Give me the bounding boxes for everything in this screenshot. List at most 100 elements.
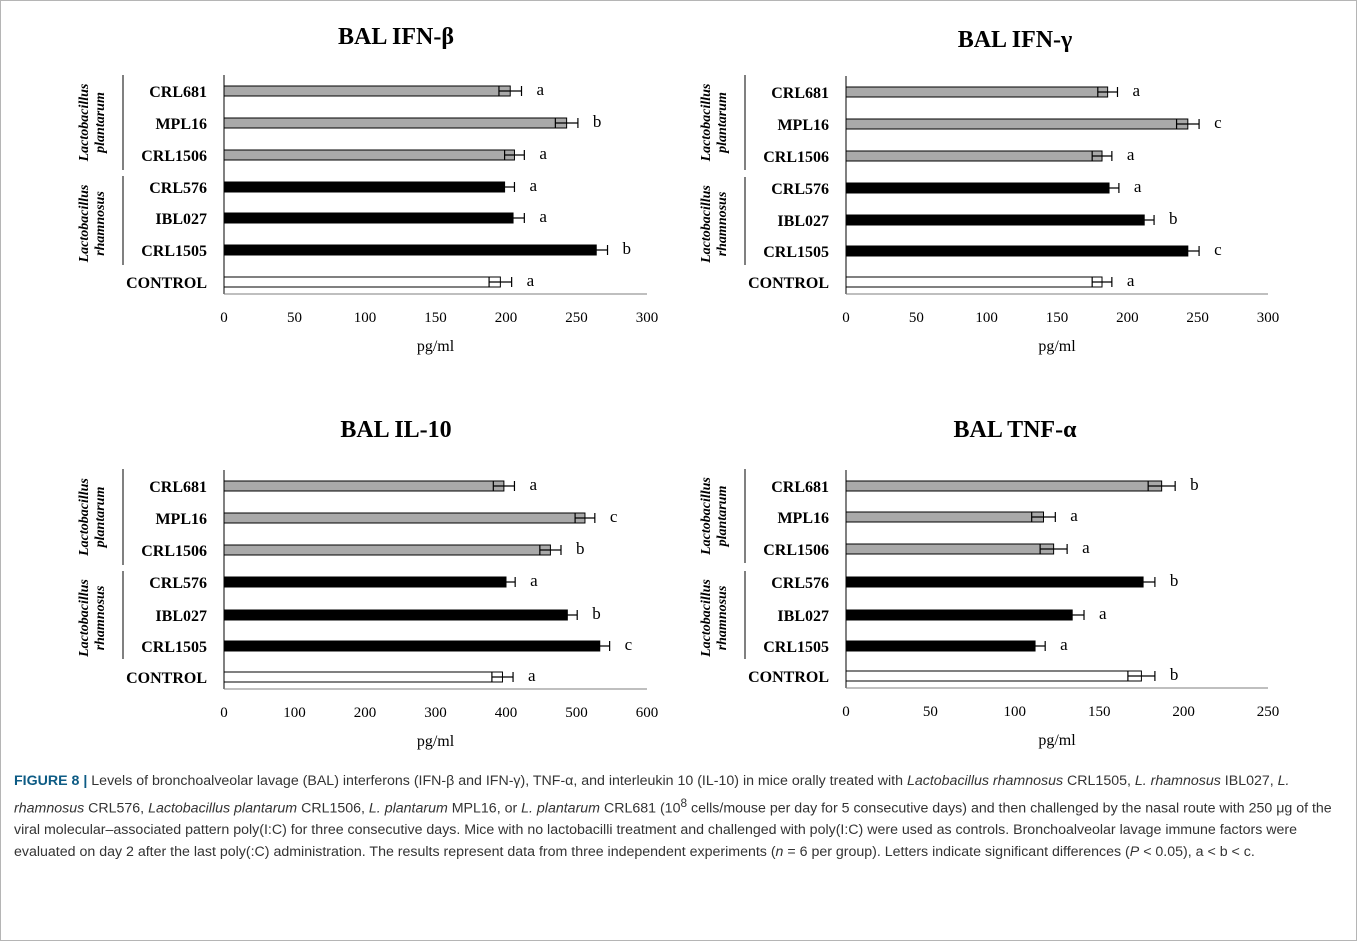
category-label: CONTROL [748,669,829,686]
category-label: CRL681 [771,479,829,496]
significance-letter: c [625,635,633,654]
significance-letter: a [539,207,547,226]
caption-italic: Lactobacillus rhamnosus [906,773,1064,789]
bar [223,117,568,129]
category-label: MPL16 [155,116,207,133]
significance-letter: a [530,571,538,590]
group-label-line: Lactobacillus [699,477,714,556]
significance-letter: a [528,666,536,685]
caption-text: CRL576, [84,800,149,817]
category-label: CRL1505 [141,243,207,260]
bar [845,86,1109,98]
x-tick-label: 100 [283,705,306,721]
x-tick-label: 50 [287,310,302,326]
group-label-rhamnosus: Lactobacillus rhamnosus [77,579,108,658]
caption-italic: L. rhamnosus [14,773,1290,817]
caption-italic: n [775,843,784,860]
bar [845,640,1036,652]
x-tick-label: 200 [1116,310,1139,326]
x-tick-label: 100 [975,310,998,326]
x-tick-label: 0 [220,705,228,721]
x-tick-label: 250 [1257,704,1280,720]
significance-letter: a [527,271,535,290]
bar [845,609,1073,621]
category-label: CRL1506 [141,543,207,560]
bar [223,85,511,97]
significance-letter: c [1214,240,1222,259]
group-label-line: rhamnosus [93,585,108,650]
caption-text: CRL1505, [1063,773,1135,789]
x-tick-label: 50 [923,704,938,720]
group-label-line: Lactobacillus [699,579,714,658]
category-label: CRL681 [149,84,207,101]
group-label-line: plantarum [93,92,108,154]
significance-letter: a [529,176,537,195]
significance-letter: a [1134,177,1142,196]
figure-charts: BAL IFN-β 0 50 100 150 200 250 300 pg/ml CRL681 a M… [77,24,1279,750]
bar [223,212,514,224]
group-label-line: Lactobacillus [699,83,714,162]
x-axis-label: pg/ml [417,338,455,355]
group-label-line: Lactobacillus [77,83,92,162]
group-label-rhamnosus: Lactobacillus rhamnosus [77,184,108,263]
significance-letter: a [1060,635,1068,654]
bar [845,182,1110,194]
bar [223,480,505,492]
x-tick-label: 400 [495,705,518,721]
x-tick-label: 600 [636,705,659,721]
x-tick-label: 200 [495,310,518,326]
category-label: CRL576 [771,575,829,592]
group-label-line: Lactobacillus [77,184,92,263]
significance-letter: a [1082,538,1090,557]
group-label-rhamnosus: Lactobacillus rhamnosus [699,579,730,658]
chart-panel-1: BAL IFN-β 0 50 100 150 200 250 300 pg/ml CRL681 a M… [77,24,658,355]
x-tick-label: 50 [909,310,924,326]
group-label-line: rhamnosus [715,191,730,256]
significance-letter: b [593,112,602,131]
bar [223,671,503,683]
chart-title: BAL IL-10 [340,417,451,443]
bar [845,576,1144,588]
bar [845,670,1142,682]
chart-panel-3: BAL IL-10 0 100 200 300 400 500 600 pg/ml CRL681 a… [77,417,658,750]
x-tick-label: 100 [354,310,377,326]
bar [223,512,586,524]
chart-panel-4: BAL TNF-α 0 50 100 150 200 250 pg/ml CRL681 b MPL1… [699,417,1279,749]
group-label-plantarum: Lactobacillus plantarum [77,478,108,557]
caption-text: IBL027, [1220,773,1278,789]
category-label: CRL681 [771,85,829,102]
category-label: CRL1505 [763,244,829,261]
group-label-plantarum: Lactobacillus plantarum [699,477,730,556]
x-tick-label: 150 [1046,310,1069,326]
x-axis-label: pg/ml [417,733,455,750]
chart-panel-2: BAL IFN-γ 0 50 100 150 200 250 300 pg/ml CRL681 a M… [699,27,1279,355]
significance-letter: c [610,507,618,526]
caption-superscript: 8 [680,795,688,810]
caption-italic: L. plantarum [521,800,601,817]
bar [223,544,551,556]
category-label: IBL027 [155,211,207,228]
bar [845,543,1055,555]
significance-letter: a [529,475,537,494]
x-tick-label: 300 [1257,310,1280,326]
bar [223,576,507,588]
category-label: CRL1506 [763,542,829,559]
x-tick-label: 200 [354,705,377,721]
significance-letter: a [1127,271,1135,290]
caption-text: = 6 per group). Letters indicate signifi… [783,843,1130,860]
bar [845,214,1145,226]
bar [223,609,568,621]
group-label-plantarum: Lactobacillus plantarum [77,83,108,162]
significance-letter: a [1070,506,1078,525]
category-label: CRL576 [149,180,207,197]
caption-text: Levels of bronchoalveolar lavage (BAL) i… [87,773,907,789]
category-label: CONTROL [126,670,207,687]
caption-text: CRL681 (10 [600,800,681,817]
figure-caption: FIGURE 8 | Levels of bronchoalveolar lav… [14,771,1334,863]
group-label-line: plantarum [93,487,108,549]
bar [223,149,515,161]
significance-letter: b [1170,665,1179,684]
category-label: CRL1505 [141,639,207,656]
category-label: CRL681 [149,479,207,496]
x-axis-label: pg/ml [1038,338,1076,355]
